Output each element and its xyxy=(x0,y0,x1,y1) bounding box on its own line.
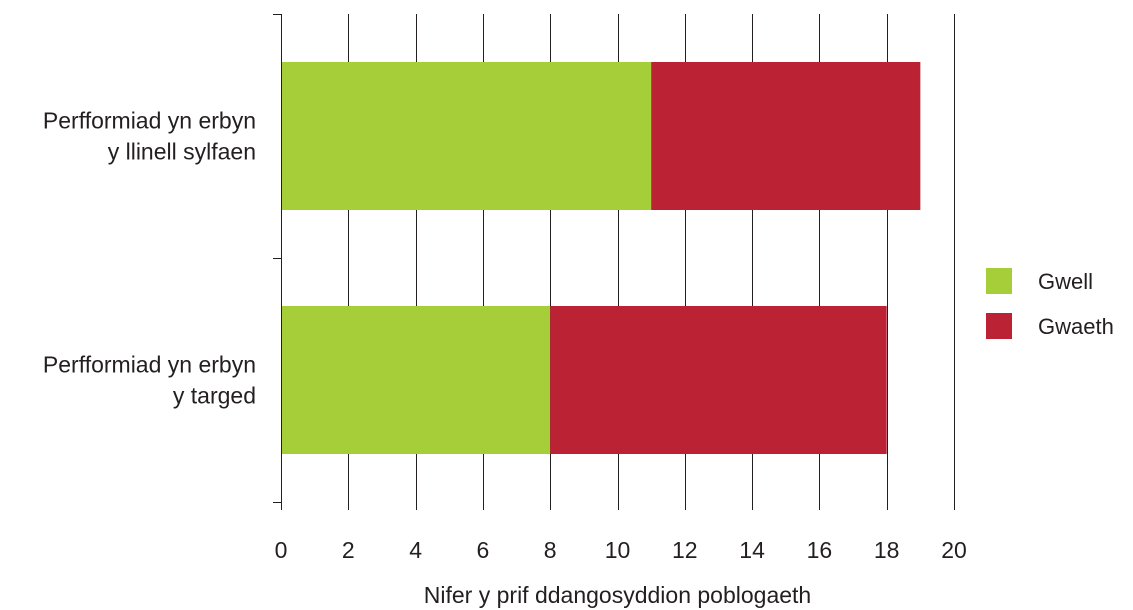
x-tick-label-2: 2 xyxy=(342,537,355,563)
x-tick-label-14: 14 xyxy=(739,537,765,563)
x-tick-labels: 0 2 4 6 8 10 12 14 16 18 20 xyxy=(275,537,967,563)
x-tick-label-8: 8 xyxy=(544,537,557,563)
x-tick-label-6: 6 xyxy=(477,537,490,563)
x-tick-label-10: 10 xyxy=(605,537,631,563)
bars xyxy=(281,62,921,454)
category-labels: Perfformiad yn erbyn y llinell sylfaenPer… xyxy=(43,108,256,409)
legend-swatch-gwaeth xyxy=(986,313,1012,339)
x-tick-label-0: 0 xyxy=(275,537,288,563)
legend-label-gwaeth: Gwaeth xyxy=(1038,314,1114,339)
bar-gwaeth-0 xyxy=(651,62,921,210)
bar-gwell-1 xyxy=(281,306,551,454)
category-label-1: Perfformiad yn erbyn y targed xyxy=(43,352,256,409)
category-label-0: Perfformiad yn erbyn y llinell sylfaen xyxy=(43,108,256,165)
category-label-line: y llinell sylfaen xyxy=(108,139,256,165)
category-label-line: Perfformiad yn erbyn xyxy=(43,352,256,378)
legend-swatch-gwell xyxy=(986,268,1012,294)
x-tick-label-4: 4 xyxy=(409,537,422,563)
legend-label-gwell: Gwell xyxy=(1038,269,1093,294)
legend: Gwell Gwaeth xyxy=(986,268,1114,339)
category-label-line: y targed xyxy=(173,383,256,409)
category-label-line: Perfformiad yn erbyn xyxy=(43,108,256,134)
x-axis-label: Nifer y prif ddangosyddion poblogaeth xyxy=(424,582,811,608)
x-tick-label-20: 20 xyxy=(941,537,967,563)
x-tick-label-16: 16 xyxy=(807,537,833,563)
bar-gwell-0 xyxy=(281,62,652,210)
x-tick-label-12: 12 xyxy=(672,537,698,563)
bar-gwaeth-1 xyxy=(550,306,887,454)
x-tick-label-18: 18 xyxy=(874,537,900,563)
